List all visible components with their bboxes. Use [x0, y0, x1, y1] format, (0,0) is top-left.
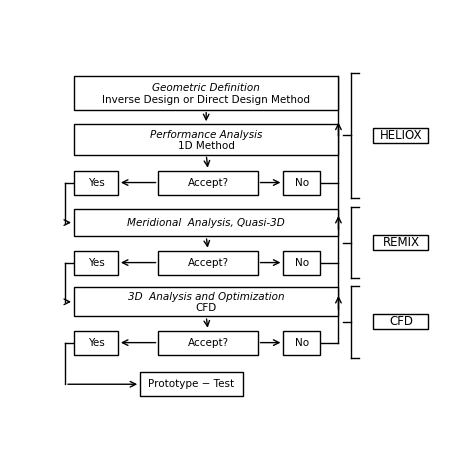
- Text: 1D Method: 1D Method: [178, 141, 235, 151]
- Text: Accept?: Accept?: [187, 178, 228, 188]
- Text: Yes: Yes: [88, 178, 104, 188]
- FancyBboxPatch shape: [74, 287, 338, 316]
- FancyBboxPatch shape: [374, 128, 428, 143]
- Text: Yes: Yes: [88, 257, 104, 268]
- FancyBboxPatch shape: [283, 171, 320, 194]
- FancyBboxPatch shape: [283, 331, 320, 355]
- Text: Yes: Yes: [88, 337, 104, 347]
- FancyBboxPatch shape: [74, 76, 338, 109]
- Text: Meridional  Analysis, Quasi-3D: Meridional Analysis, Quasi-3D: [128, 218, 285, 228]
- Text: HELIOX: HELIOX: [380, 129, 422, 142]
- FancyBboxPatch shape: [74, 124, 338, 155]
- FancyBboxPatch shape: [74, 209, 338, 236]
- FancyBboxPatch shape: [374, 235, 428, 250]
- FancyBboxPatch shape: [283, 251, 320, 274]
- Text: Performance Analysis: Performance Analysis: [150, 130, 263, 140]
- Text: CFD: CFD: [389, 315, 413, 328]
- Text: Accept?: Accept?: [187, 337, 228, 347]
- FancyBboxPatch shape: [374, 314, 428, 329]
- Text: No: No: [295, 257, 309, 268]
- FancyBboxPatch shape: [74, 251, 118, 274]
- Text: No: No: [295, 337, 309, 347]
- Text: REMIX: REMIX: [383, 236, 419, 249]
- FancyBboxPatch shape: [158, 331, 258, 355]
- Text: 3D  Analysis and Optimization: 3D Analysis and Optimization: [128, 292, 284, 302]
- FancyBboxPatch shape: [158, 251, 258, 274]
- FancyBboxPatch shape: [74, 331, 118, 355]
- Text: Geometric Definition: Geometric Definition: [152, 83, 260, 93]
- Text: No: No: [295, 178, 309, 188]
- Text: Inverse Design or Direct Design Method: Inverse Design or Direct Design Method: [102, 95, 310, 105]
- FancyBboxPatch shape: [140, 372, 243, 396]
- Text: CFD: CFD: [196, 303, 217, 313]
- FancyBboxPatch shape: [74, 171, 118, 194]
- FancyBboxPatch shape: [158, 171, 258, 194]
- Text: Accept?: Accept?: [187, 257, 228, 268]
- Text: Prototype − Test: Prototype − Test: [148, 379, 235, 389]
